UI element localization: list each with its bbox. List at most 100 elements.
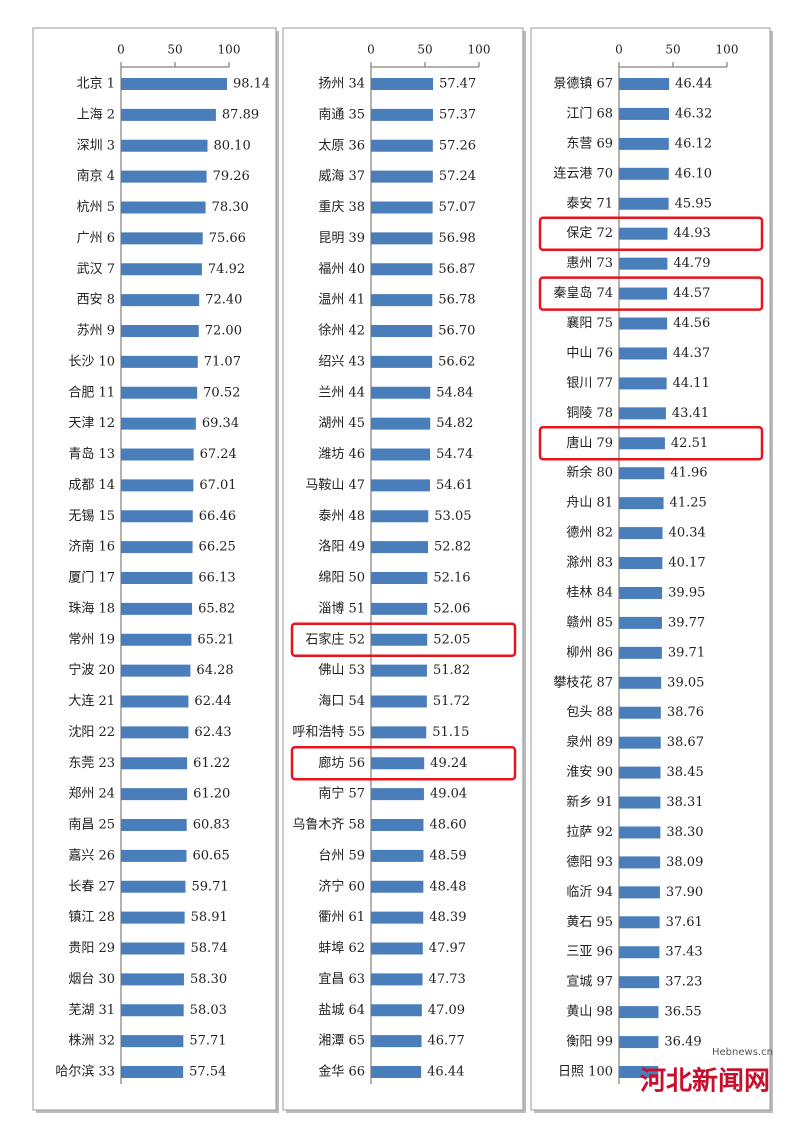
category-label: 沈阳 22 <box>68 725 115 740</box>
category-label: 江门 68 <box>566 106 613 121</box>
category-label: 昆明 39 <box>318 231 365 246</box>
watermark-site: Hebnews.cn <box>712 1047 773 1058</box>
value-label: 72.40 <box>205 293 242 308</box>
category-label: 芜湖 31 <box>68 1003 115 1018</box>
highlight-box <box>290 622 517 657</box>
value-label: 46.44 <box>427 1065 464 1080</box>
bar <box>371 1035 422 1048</box>
bar <box>619 437 665 450</box>
value-label: 54.74 <box>436 447 473 462</box>
value-label: 56.87 <box>438 262 475 277</box>
value-label: 57.26 <box>439 138 476 153</box>
bar <box>619 1066 659 1078</box>
bar <box>371 664 427 677</box>
bar <box>619 197 669 210</box>
bar <box>619 227 668 240</box>
category-label: 太原 36 <box>318 138 365 153</box>
value-label: 48.39 <box>429 910 466 925</box>
bar <box>371 263 433 276</box>
highlight-box <box>290 746 517 781</box>
value-label: 64.28 <box>196 663 233 678</box>
category-label: 石家庄 52 <box>305 631 365 647</box>
bar <box>371 541 429 554</box>
category-label: 长春 27 <box>68 879 115 894</box>
bar <box>371 78 434 90</box>
value-label: 54.61 <box>436 478 473 493</box>
bar <box>121 819 187 831</box>
bar <box>619 676 662 689</box>
value-label: 44.57 <box>673 286 710 301</box>
bar <box>371 880 424 893</box>
category-label: 临沂 94 <box>566 885 613 900</box>
category-label: 贵阳 29 <box>68 941 115 956</box>
category-label: 乌鲁木齐 58 <box>292 817 365 833</box>
category-label: 东营 69 <box>566 136 613 151</box>
category-label: 新余 80 <box>566 465 613 481</box>
category-label: 东莞 23 <box>68 756 115 771</box>
value-label: 48.59 <box>429 848 466 863</box>
category-label: 保定 72 <box>566 226 613 241</box>
bar <box>619 467 665 480</box>
value-label: 44.93 <box>674 226 711 241</box>
value-label: 40.17 <box>668 556 705 571</box>
category-label: 淄博 51 <box>318 601 365 616</box>
category-label: 秦皇岛 74 <box>553 285 613 301</box>
value-label: 51.15 <box>432 725 469 740</box>
category-label: 海口 54 <box>318 694 365 709</box>
bar <box>121 170 207 183</box>
bar <box>371 572 428 584</box>
value-label: 38.76 <box>667 705 704 720</box>
value-label: 40.34 <box>669 526 706 541</box>
bar <box>121 139 208 152</box>
bar <box>619 1036 659 1049</box>
value-label: 57.37 <box>439 107 476 122</box>
category-label: 温州 41 <box>318 293 365 308</box>
bar <box>371 108 433 121</box>
bar <box>371 139 433 152</box>
category-label: 潍坊 46 <box>318 447 365 462</box>
bar <box>371 448 431 461</box>
bar <box>121 417 196 430</box>
bar <box>121 355 198 368</box>
value-label: 36.55 <box>664 1005 701 1020</box>
category-label: 南宁 57 <box>318 786 365 802</box>
value-label: 41.25 <box>670 496 707 511</box>
category-label: 福州 40 <box>318 262 365 277</box>
category-label: 威海 37 <box>318 169 365 184</box>
x-tick-label: 0 <box>117 43 125 57</box>
bar <box>619 557 663 570</box>
category-label: 株洲 32 <box>68 1034 115 1049</box>
category-label: 徐州 42 <box>318 324 365 339</box>
value-label: 71.07 <box>204 354 241 369</box>
value-label: 46.32 <box>675 106 712 121</box>
highlight-box <box>538 216 764 251</box>
bar <box>619 916 660 929</box>
bar <box>619 137 669 150</box>
bar <box>121 386 198 399</box>
bar <box>121 633 192 646</box>
x-tick-label: 50 <box>167 43 182 57</box>
category-label: 银川 77 <box>566 376 613 391</box>
category-label: 赣州 85 <box>566 615 613 630</box>
category-label: 绍兴 43 <box>318 354 365 369</box>
value-label: 58.03 <box>190 1003 227 1018</box>
category-label: 滁州 83 <box>566 555 613 571</box>
category-label: 宜昌 63 <box>318 972 365 987</box>
bar <box>619 407 666 420</box>
category-label: 烟台 30 <box>68 972 115 987</box>
category-label: 湘潭 65 <box>318 1034 365 1049</box>
category-label: 淮安 90 <box>566 765 613 780</box>
value-label: 67.24 <box>200 447 237 462</box>
bar <box>371 386 431 399</box>
category-label: 济南 16 <box>68 539 115 555</box>
bar <box>121 664 191 677</box>
value-label: 37.23 <box>665 975 702 990</box>
category-label: 无锡 15 <box>68 509 115 524</box>
value-label: 67.01 <box>199 478 236 493</box>
category-label: 盐城 64 <box>318 1003 365 1018</box>
bar <box>121 78 227 90</box>
bar <box>619 616 662 629</box>
value-label: 57.47 <box>439 77 476 92</box>
value-label: 60.83 <box>193 818 230 833</box>
value-label: 65.82 <box>198 601 235 616</box>
